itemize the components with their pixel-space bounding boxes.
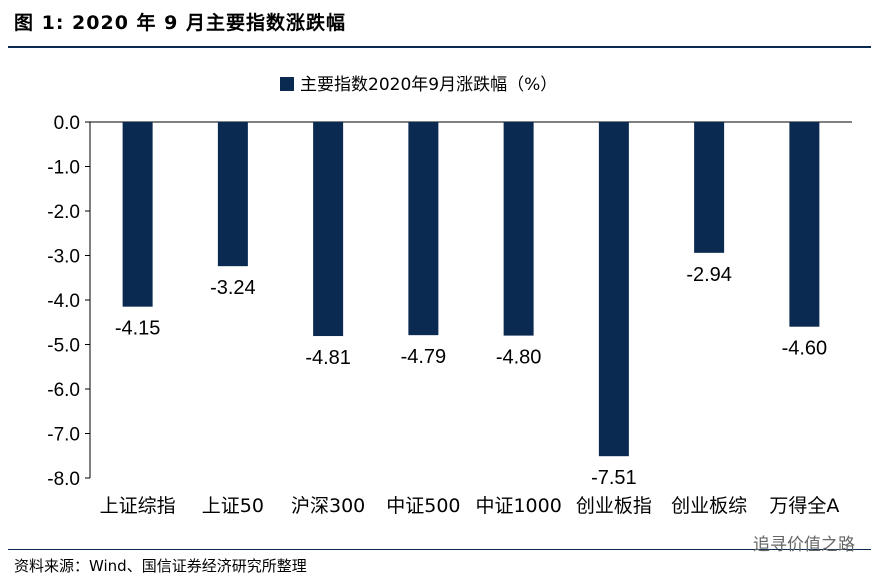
category-label: 中证1000 [475,495,561,517]
y-tick-label: -1.0 [47,158,80,179]
category-label: 沪深300 [291,495,365,517]
data-label: -3.24 [210,277,256,299]
data-label: -4.81 [305,347,351,369]
bar [789,122,820,327]
data-label: -4.80 [496,347,542,369]
y-tick-label: -7.0 [47,425,80,446]
y-tick-label: -2.0 [47,202,80,223]
figure-title: 图 1: 2020 年 9 月主要指数涨跌幅 [14,12,346,34]
header-rule [8,46,871,48]
data-label: -4.79 [401,346,447,368]
bar [313,122,344,337]
bar [408,122,439,336]
bar [503,122,534,336]
footer-rule [8,549,871,550]
data-label: -2.94 [686,264,732,286]
figure-header: 图 1: 2020 年 9 月主要指数涨跌幅 [0,0,879,46]
y-tick-label: -8.0 [47,469,80,490]
bar [217,122,248,267]
watermark-text: 追寻价值之路 [753,535,855,555]
bar [694,122,725,253]
category-label: 创业板综 [671,495,747,517]
bar [122,122,153,307]
category-label: 上证综指 [100,495,176,517]
category-label: 中证500 [386,495,460,517]
data-label: -4.15 [115,318,161,340]
bar [598,122,629,457]
y-tick-label: -6.0 [47,380,80,401]
y-tick-label: -4.0 [47,291,80,312]
legend-label: 主要指数2020年9月涨跌幅（%） [300,75,557,95]
category-label: 创业板指 [576,495,652,517]
y-tick-label: -5.0 [47,336,80,357]
data-label: -7.51 [591,467,637,489]
category-label: 万得全A [769,495,839,517]
legend-swatch [280,77,294,91]
y-tick-label: 0.0 [54,113,80,134]
y-tick-label: -3.0 [47,247,80,268]
data-label: -4.60 [782,338,828,360]
source-note: 资料来源：Wind、国信证券经济研究所整理 [14,557,307,575]
category-label: 上证50 [202,495,264,517]
